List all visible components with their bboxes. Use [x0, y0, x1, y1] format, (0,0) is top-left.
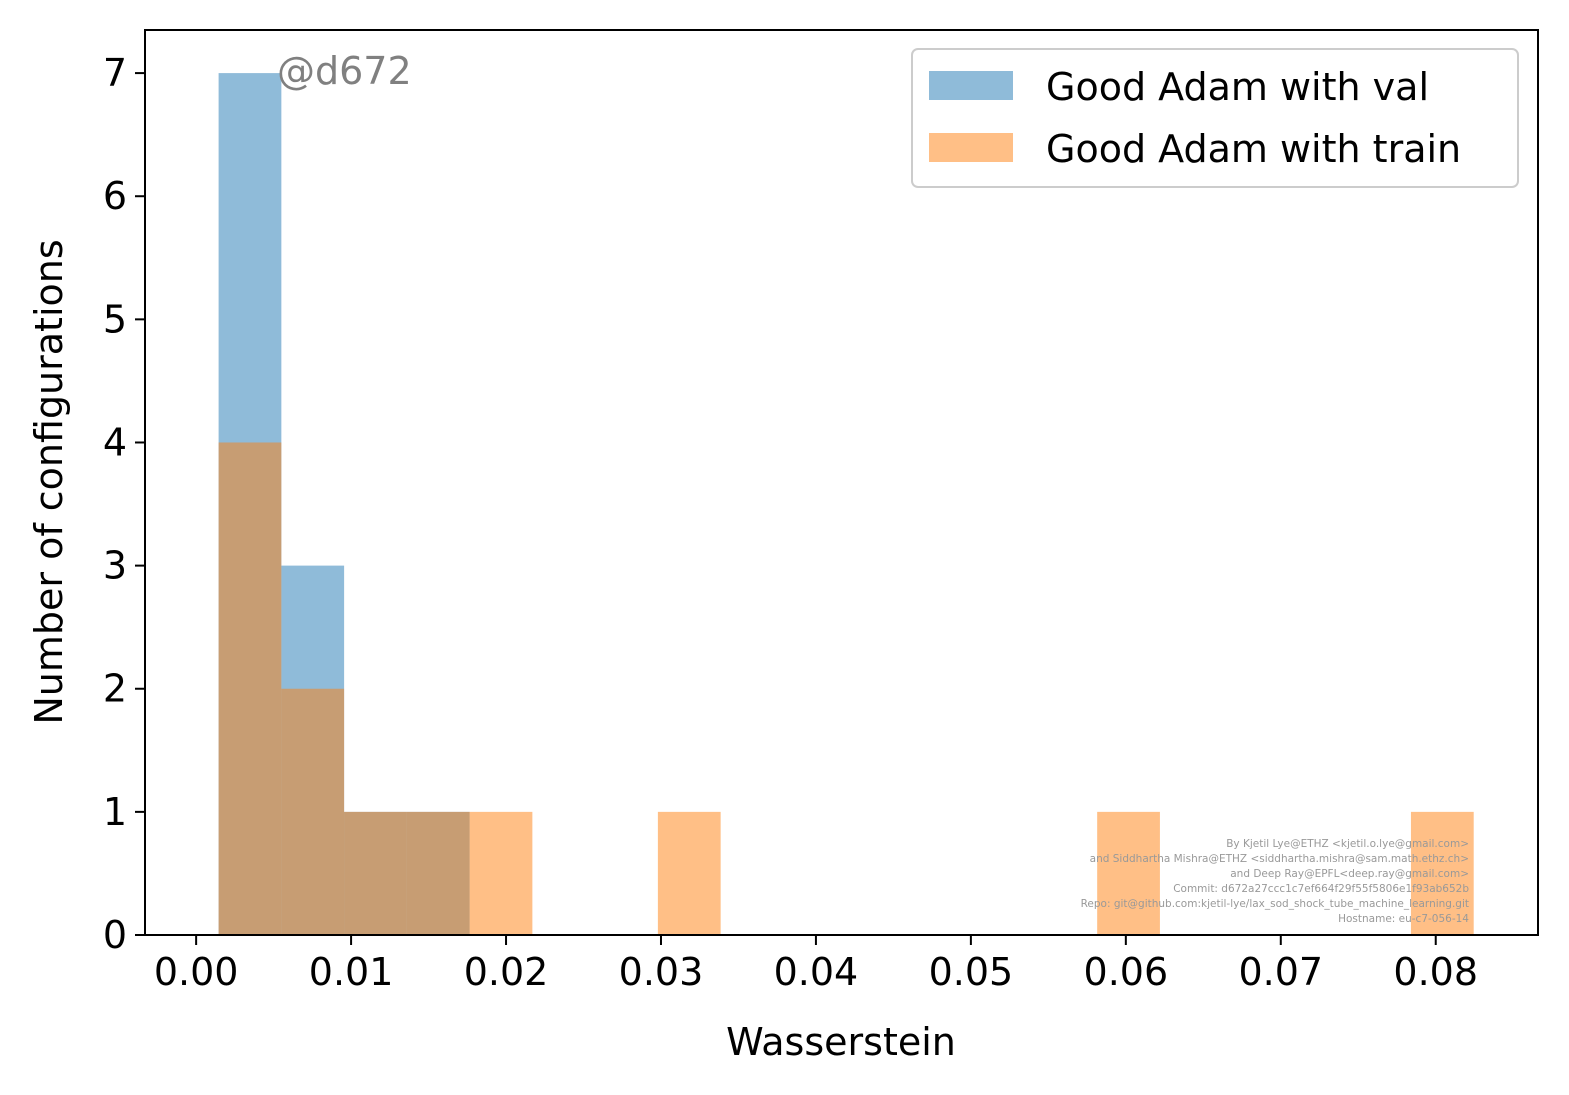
credit-line: Hostname: eu-c7-056-14	[1338, 913, 1469, 925]
x-tick-label: 0.08	[1393, 950, 1478, 994]
x-tick-label: 0.00	[154, 950, 239, 994]
legend-box	[911, 48, 1519, 188]
credit-line: Repo: git@github.com:kjetil-lye/lax_sod_…	[1081, 898, 1469, 910]
legend-label-train: Good Adam with train	[1046, 127, 1461, 171]
histogram-bars	[218, 73, 1474, 936]
legend-swatch-train	[929, 133, 1013, 162]
plot-frame	[144, 29, 1539, 936]
credit-line: and Deep Ray@EPFL<deep.ray@gmail.com>	[1230, 868, 1469, 880]
x-tick-label: 0.02	[464, 950, 549, 994]
histogram-bar-train	[344, 811, 407, 935]
histogram-bar-train	[469, 811, 533, 935]
y-tick-label: 0	[103, 913, 127, 957]
y-tick-label: 4	[103, 420, 127, 464]
histogram-bar-train	[218, 442, 282, 935]
y-axis-ticks: 0 1 2 3 4 5 6 7	[103, 51, 145, 957]
y-tick-label: 2	[103, 667, 127, 711]
y-tick-label: 1	[103, 790, 127, 834]
y-tick-label: 7	[103, 51, 127, 95]
legend: Good Adam with val Good Adam with train	[911, 48, 1519, 188]
x-tick-label: 0.01	[309, 950, 394, 994]
x-tick-label: 0.05	[929, 950, 1014, 994]
x-tick-label: 0.06	[1084, 950, 1169, 994]
y-axis-label: Number of configurations	[27, 239, 71, 724]
legend-label-val: Good Adam with val	[1046, 65, 1429, 109]
y-tick-label: 5	[103, 297, 127, 341]
x-tick-label: 0.07	[1238, 950, 1323, 994]
histogram-bar-train	[281, 688, 345, 935]
y-tick-label: 3	[103, 544, 127, 588]
histogram-bar-train	[1410, 811, 1474, 935]
y-tick-label: 6	[103, 174, 127, 218]
credit-line: Commit: d672a27ccc1c7ef664f29f55f5806e1f…	[1173, 883, 1469, 895]
credit-line: and Siddhartha Mishra@ETHZ <siddhartha.m…	[1090, 853, 1469, 865]
x-axis-label: Wasserstein	[726, 1020, 956, 1064]
commit-annotation: @d672	[277, 49, 412, 93]
histogram-bar-train	[406, 811, 470, 935]
legend-swatch-val	[929, 71, 1013, 100]
histogram-bar-train	[1097, 811, 1160, 935]
x-axis-ticks: 0.00 0.01 0.02 0.03 0.04 0.05 0.06 0.07 0.08	[154, 935, 1478, 994]
histogram-bar-train	[657, 811, 721, 935]
credit-line: By Kjetil Lye@ETHZ <kjetil.o.lye@gmail.c…	[1226, 838, 1469, 850]
x-tick-label: 0.03	[619, 950, 704, 994]
x-tick-label: 0.04	[774, 950, 859, 994]
credits-block: By Kjetil Lye@ETHZ <kjetil.o.lye@gmail.c…	[1081, 838, 1470, 925]
